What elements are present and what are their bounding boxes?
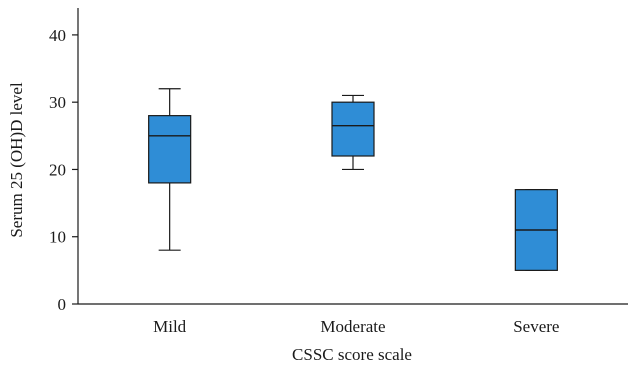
iqr-box — [148, 115, 192, 184]
y-axis-label: Serum 25 (OH)D level — [7, 82, 26, 238]
x-axis: Mild Moderate Severe — [78, 303, 628, 336]
box-plot-series — [148, 88, 558, 271]
x-axis-label: CSSC score scale — [292, 345, 412, 364]
y-tick-label: 40 — [49, 26, 66, 45]
y-tick-label: 20 — [49, 160, 66, 179]
x-tick-label: Mild — [153, 317, 187, 336]
x-tick-label: Moderate — [320, 317, 385, 336]
box-severe — [514, 189, 558, 271]
y-axis: 0 10 20 30 40 — [49, 8, 79, 314]
iqr-box — [331, 101, 375, 157]
y-tick-label: 10 — [49, 228, 66, 247]
y-tick-label: 30 — [49, 93, 66, 112]
box-mild — [148, 88, 192, 251]
box-moderate — [331, 94, 375, 171]
x-tick-label: Severe — [513, 317, 559, 336]
y-tick-label: 0 — [58, 295, 67, 314]
